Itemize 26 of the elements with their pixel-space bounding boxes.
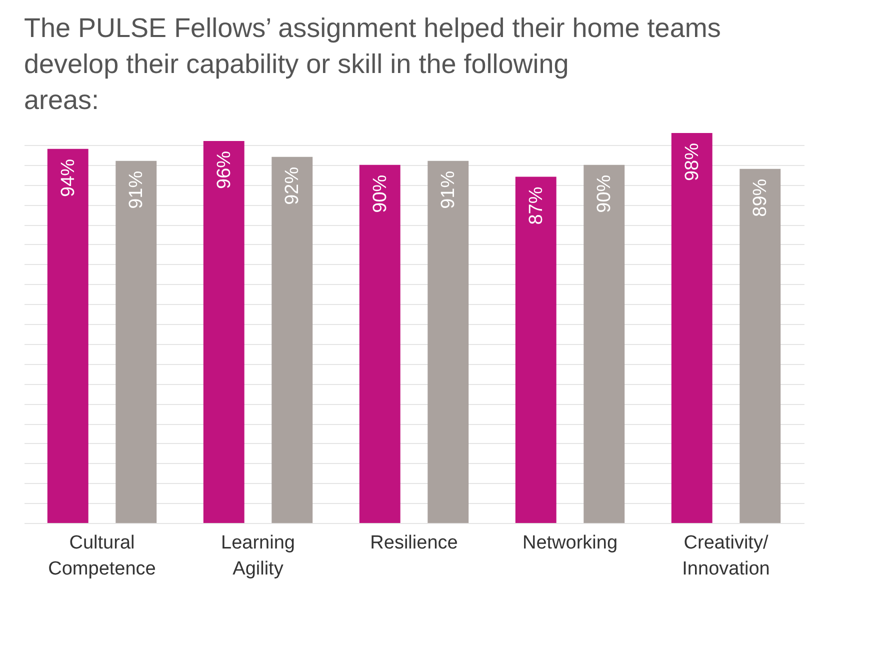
data-label: 89% [750,178,772,217]
x-tick-label: Resilience [370,532,458,554]
x-tick-label: Networking [522,532,618,554]
bar [116,160,157,523]
bar [671,133,712,523]
data-label: 96% [214,150,235,189]
data-label: 91% [438,170,460,209]
x-tick-label: Cultural Competence [48,532,156,580]
data-label: 94% [58,158,79,197]
bar [584,164,625,523]
data-label: 90% [594,174,616,213]
chart-title: The PULSE Fellows’ assignment helped their home teams develop their capability or skill in the following areas: [24,13,721,115]
data-label: 92% [282,166,304,205]
bar [515,176,556,523]
bar [203,140,244,523]
bar [740,168,781,523]
x-tick-label: Creativity/ Innovation [682,532,770,580]
data-label: 98% [682,142,703,182]
bar [359,164,400,523]
bar [47,148,88,523]
data-label: 87% [526,186,547,225]
data-label: 91% [126,170,148,209]
x-tick-label: Learning Agility [221,532,295,580]
bar [428,160,469,523]
data-label: 90% [370,174,391,213]
bar [272,156,313,523]
